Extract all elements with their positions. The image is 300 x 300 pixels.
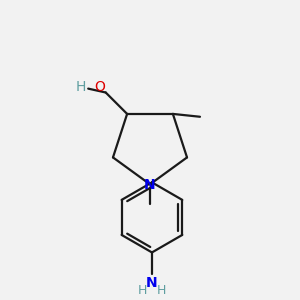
Text: H: H <box>76 80 86 94</box>
Text: O: O <box>94 80 105 94</box>
Text: H: H <box>157 284 166 297</box>
Text: N: N <box>144 178 156 192</box>
Text: H: H <box>137 284 147 297</box>
Text: N: N <box>146 276 158 290</box>
